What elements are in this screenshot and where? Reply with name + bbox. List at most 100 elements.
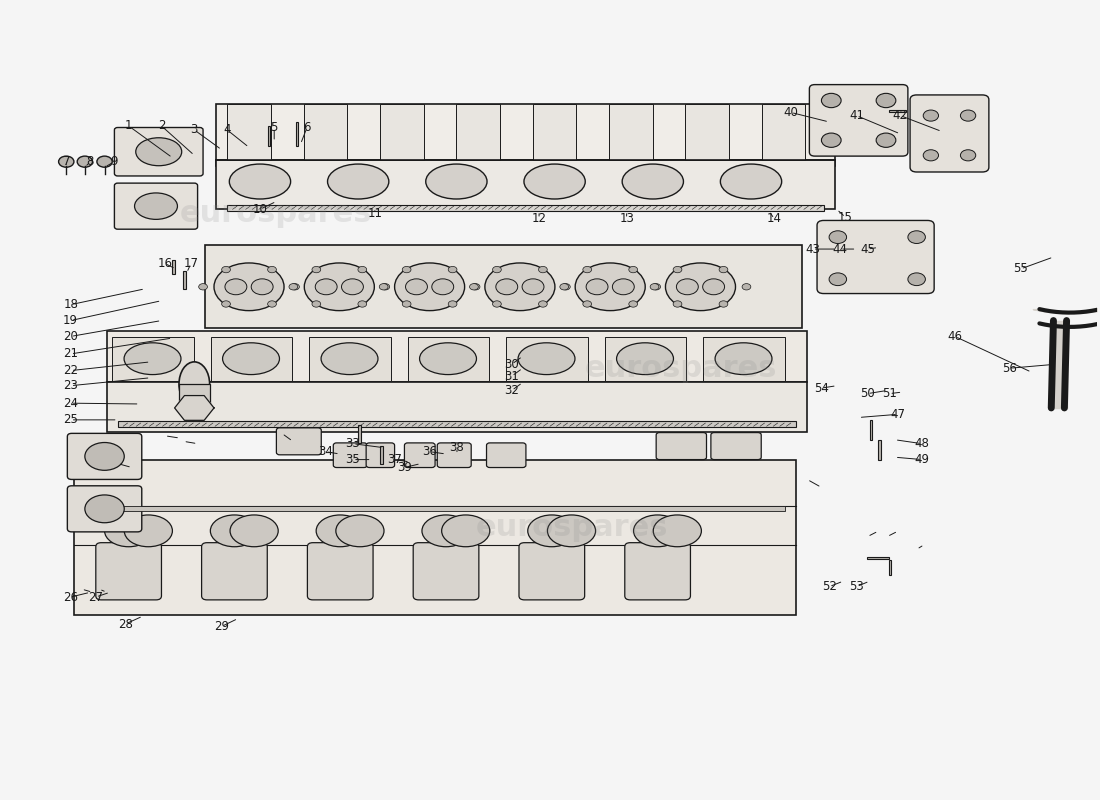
FancyBboxPatch shape xyxy=(486,443,526,467)
FancyBboxPatch shape xyxy=(114,183,198,229)
Text: 13: 13 xyxy=(619,212,634,226)
Ellipse shape xyxy=(876,133,895,147)
Bar xyxy=(889,561,891,574)
FancyBboxPatch shape xyxy=(910,95,989,172)
Text: 56: 56 xyxy=(1002,362,1018,374)
Bar xyxy=(85,506,785,510)
Bar xyxy=(107,382,807,432)
FancyBboxPatch shape xyxy=(333,443,367,467)
Ellipse shape xyxy=(358,266,366,273)
Ellipse shape xyxy=(829,230,847,243)
Ellipse shape xyxy=(673,266,682,273)
Ellipse shape xyxy=(703,279,725,294)
Ellipse shape xyxy=(222,266,230,273)
Text: 49: 49 xyxy=(914,453,929,466)
Text: 35: 35 xyxy=(345,453,361,466)
Ellipse shape xyxy=(222,301,230,307)
Bar xyxy=(304,104,348,161)
Ellipse shape xyxy=(960,150,976,161)
Ellipse shape xyxy=(403,301,411,307)
Text: 7: 7 xyxy=(63,155,70,168)
Text: 15: 15 xyxy=(838,210,853,224)
Ellipse shape xyxy=(623,164,683,199)
Ellipse shape xyxy=(97,156,112,167)
Ellipse shape xyxy=(77,156,92,167)
Text: 10: 10 xyxy=(253,203,267,216)
FancyBboxPatch shape xyxy=(817,221,934,294)
Ellipse shape xyxy=(485,263,554,310)
Text: 50: 50 xyxy=(860,387,875,400)
Text: 55: 55 xyxy=(1013,262,1028,275)
Text: 51: 51 xyxy=(882,387,896,400)
Ellipse shape xyxy=(267,266,276,273)
Text: 40: 40 xyxy=(783,106,799,119)
Ellipse shape xyxy=(199,284,208,290)
FancyBboxPatch shape xyxy=(625,542,691,600)
Ellipse shape xyxy=(267,301,276,307)
Text: 54: 54 xyxy=(814,382,829,394)
Ellipse shape xyxy=(613,279,635,294)
Text: 4: 4 xyxy=(223,123,231,136)
FancyBboxPatch shape xyxy=(67,486,142,532)
Ellipse shape xyxy=(251,279,273,294)
FancyBboxPatch shape xyxy=(519,542,585,600)
Ellipse shape xyxy=(676,279,698,294)
Text: eurospares: eurospares xyxy=(475,513,668,542)
Ellipse shape xyxy=(522,279,544,294)
Ellipse shape xyxy=(135,138,182,166)
Ellipse shape xyxy=(629,301,638,307)
Ellipse shape xyxy=(719,266,728,273)
Ellipse shape xyxy=(524,164,585,199)
Text: 39: 39 xyxy=(397,461,411,474)
Bar xyxy=(74,459,796,614)
Ellipse shape xyxy=(528,515,576,546)
Ellipse shape xyxy=(422,515,470,546)
Polygon shape xyxy=(175,395,214,420)
Ellipse shape xyxy=(720,164,782,199)
Text: 52: 52 xyxy=(822,580,836,593)
Ellipse shape xyxy=(539,266,548,273)
Bar xyxy=(112,337,194,381)
Text: 16: 16 xyxy=(157,257,173,270)
Text: 18: 18 xyxy=(63,298,78,311)
Ellipse shape xyxy=(104,515,153,546)
Ellipse shape xyxy=(822,94,842,108)
Ellipse shape xyxy=(312,266,321,273)
Bar xyxy=(359,426,361,443)
Text: 28: 28 xyxy=(118,618,133,630)
Ellipse shape xyxy=(358,301,366,307)
Text: 8: 8 xyxy=(87,155,94,168)
Text: 33: 33 xyxy=(345,437,361,450)
Text: eurospares: eurospares xyxy=(180,199,373,228)
Ellipse shape xyxy=(124,515,173,546)
Bar xyxy=(456,104,499,161)
Text: 12: 12 xyxy=(531,212,547,226)
Ellipse shape xyxy=(381,284,389,290)
FancyBboxPatch shape xyxy=(307,542,373,600)
Text: 2: 2 xyxy=(157,119,165,133)
Text: 17: 17 xyxy=(184,257,198,270)
Text: 9: 9 xyxy=(111,155,118,168)
Text: 37: 37 xyxy=(387,453,402,466)
Bar xyxy=(206,245,802,329)
Ellipse shape xyxy=(321,342,378,374)
Ellipse shape xyxy=(493,301,502,307)
Ellipse shape xyxy=(960,110,976,121)
Ellipse shape xyxy=(290,284,299,290)
Ellipse shape xyxy=(470,284,478,290)
Ellipse shape xyxy=(210,515,258,546)
Bar xyxy=(703,337,784,381)
Ellipse shape xyxy=(829,273,847,286)
Bar xyxy=(605,337,686,381)
Ellipse shape xyxy=(617,342,673,374)
FancyBboxPatch shape xyxy=(657,433,706,459)
Ellipse shape xyxy=(379,284,388,290)
Text: 53: 53 xyxy=(849,580,864,593)
Text: 19: 19 xyxy=(63,314,78,327)
Bar xyxy=(179,384,210,406)
FancyBboxPatch shape xyxy=(711,433,761,459)
Text: 34: 34 xyxy=(318,445,333,458)
Ellipse shape xyxy=(316,515,364,546)
Ellipse shape xyxy=(583,266,592,273)
Text: 41: 41 xyxy=(849,109,864,122)
